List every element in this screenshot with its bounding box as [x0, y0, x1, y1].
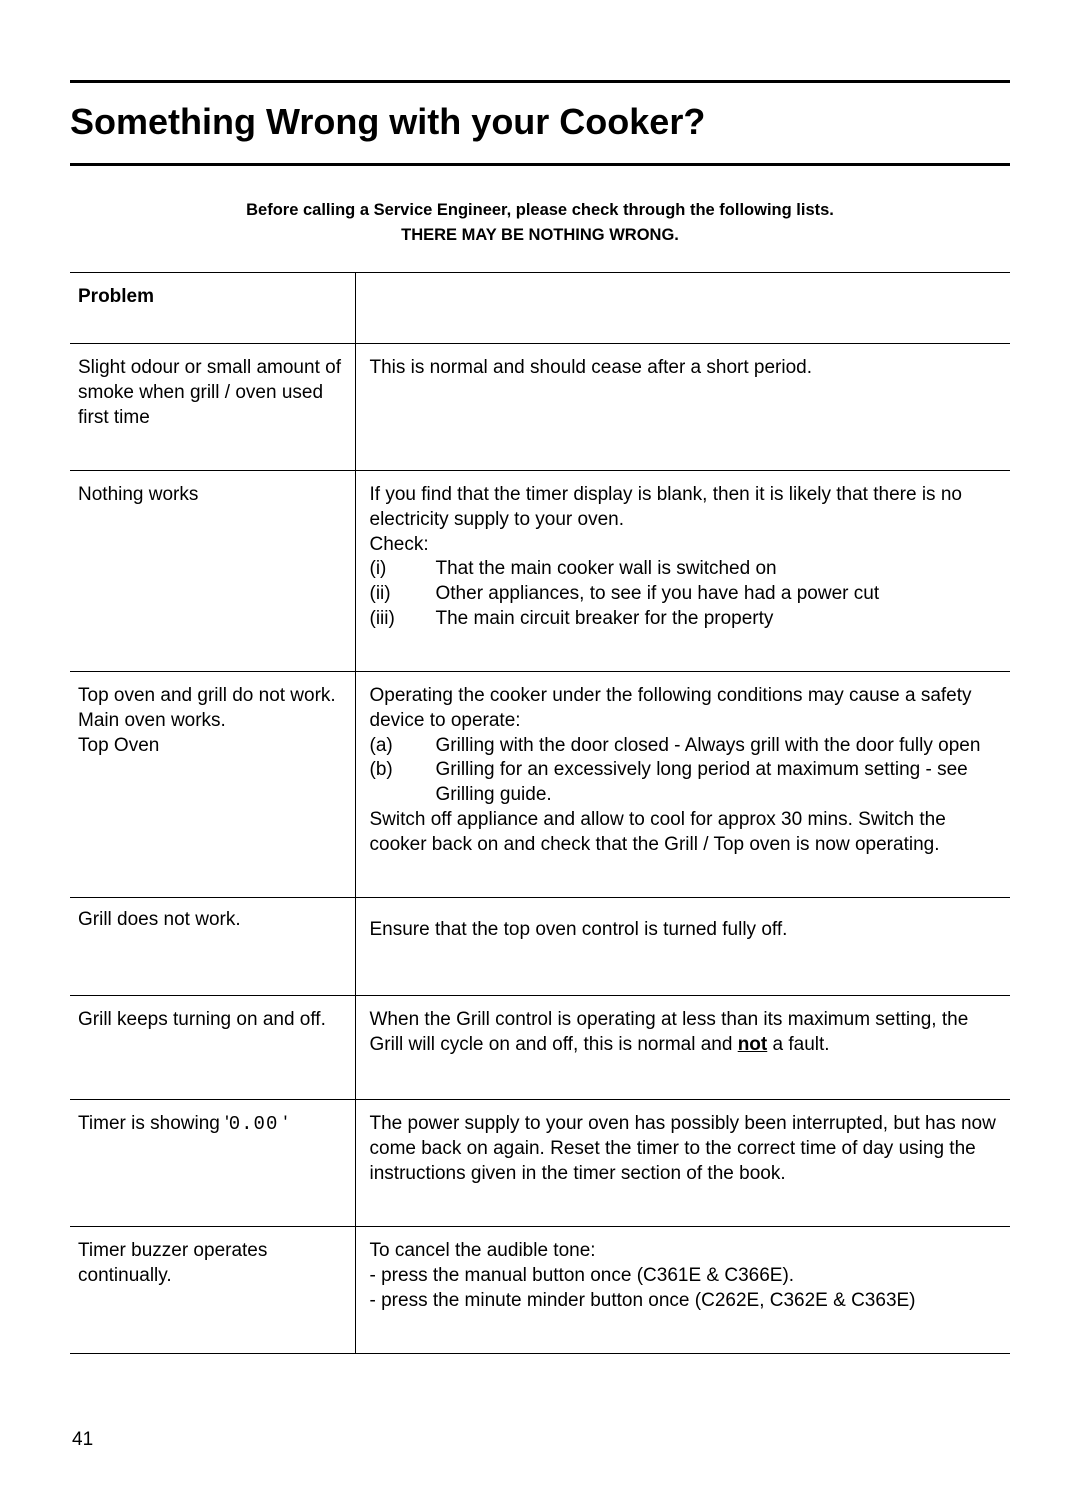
solution-intro: Operating the cooker under the following… [370, 684, 1003, 733]
check-text: The main circuit breaker for the propert… [436, 607, 1003, 632]
solution-cell: When the Grill control is operating at l… [355, 995, 1010, 1099]
item-text: Grilling for an excessively long period … [436, 758, 1003, 807]
check-num: (ii) [370, 582, 436, 607]
solution-bold: not [738, 1034, 768, 1055]
table-row: Nothing works If you find that the timer… [70, 471, 1010, 672]
check-text: Other appliances, to see if you have had… [436, 582, 1003, 607]
page-number: 41 [72, 1429, 93, 1451]
table-row: Timer is showing '0.00 ' The power suppl… [70, 1100, 1010, 1227]
solution-check-label: Check: [370, 533, 1003, 558]
intro-line-1: Before calling a Service Engineer, pleas… [246, 201, 834, 219]
problem-cell: Grill keeps turning on and off. [70, 995, 355, 1099]
problem-post: ' [278, 1113, 287, 1134]
troubleshoot-table: Problem Slight odour or small amount of … [70, 272, 1010, 1355]
table-header-row: Problem [70, 272, 1010, 344]
solution-cell: Operating the cooker under the following… [355, 672, 1010, 898]
problem-cell: Nothing works [70, 471, 355, 672]
problem-cell: Timer is showing '0.00 ' [70, 1100, 355, 1227]
solution-cell: This is normal and should cease after a … [355, 344, 1010, 471]
problem-cell: Timer buzzer operates continually. [70, 1227, 355, 1354]
header-solution [355, 272, 1010, 344]
item-list: (a) Grilling with the door closed - Alwa… [370, 734, 1003, 808]
solution-line: - press the minute minder button once (C… [370, 1289, 1003, 1314]
solution-line: - press the manual button once (C361E & … [370, 1264, 1003, 1289]
table-row: Grill does not work. Ensure that the top… [70, 898, 1010, 996]
solution-cell: If you find that the timer display is bl… [355, 471, 1010, 672]
solution-cell: The power supply to your oven has possib… [355, 1100, 1010, 1227]
solution-cell: To cancel the audible tone: - press the … [355, 1227, 1010, 1354]
intro-text: Before calling a Service Engineer, pleas… [70, 198, 1010, 248]
title-section: Something Wrong with your Cooker? [70, 80, 1010, 166]
problem-cell: Top oven and grill do not work. Main ove… [70, 672, 355, 898]
check-list: (i) That the main cooker wall is switche… [370, 557, 1003, 631]
item-num: (b) [370, 758, 436, 807]
solution-outro: Switch off appliance and allow to cool f… [370, 808, 1003, 857]
table-row: Top oven and grill do not work. Main ove… [70, 672, 1010, 898]
solution-cell: Ensure that the top oven control is turn… [355, 898, 1010, 996]
page-title: Something Wrong with your Cooker? [70, 101, 1010, 143]
problem-cell: Slight odour or small amount of smoke wh… [70, 344, 355, 471]
solution-line: To cancel the audible tone: [370, 1239, 1003, 1264]
header-problem: Problem [70, 272, 355, 344]
table-row: Grill keeps turning on and off. When the… [70, 995, 1010, 1099]
solution-intro: If you find that the timer display is bl… [370, 483, 1003, 532]
check-text: That the main cooker wall is switched on [436, 557, 1003, 582]
problem-code: 0.00 [229, 1113, 279, 1135]
table-row: Timer buzzer operates continually. To ca… [70, 1227, 1010, 1354]
table-row: Slight odour or small amount of smoke wh… [70, 344, 1010, 471]
check-num: (i) [370, 557, 436, 582]
problem-pre: Timer is showing ' [78, 1113, 229, 1134]
solution-pre: When the Grill control is operating at l… [370, 1009, 969, 1055]
solution-post: a fault. [767, 1034, 829, 1055]
item-num: (a) [370, 734, 436, 759]
check-num: (iii) [370, 607, 436, 632]
problem-cell: Grill does not work. [70, 898, 355, 996]
intro-line-2: THERE MAY BE NOTHING WRONG. [401, 226, 679, 244]
item-text: Grilling with the door closed - Always g… [436, 734, 1003, 759]
